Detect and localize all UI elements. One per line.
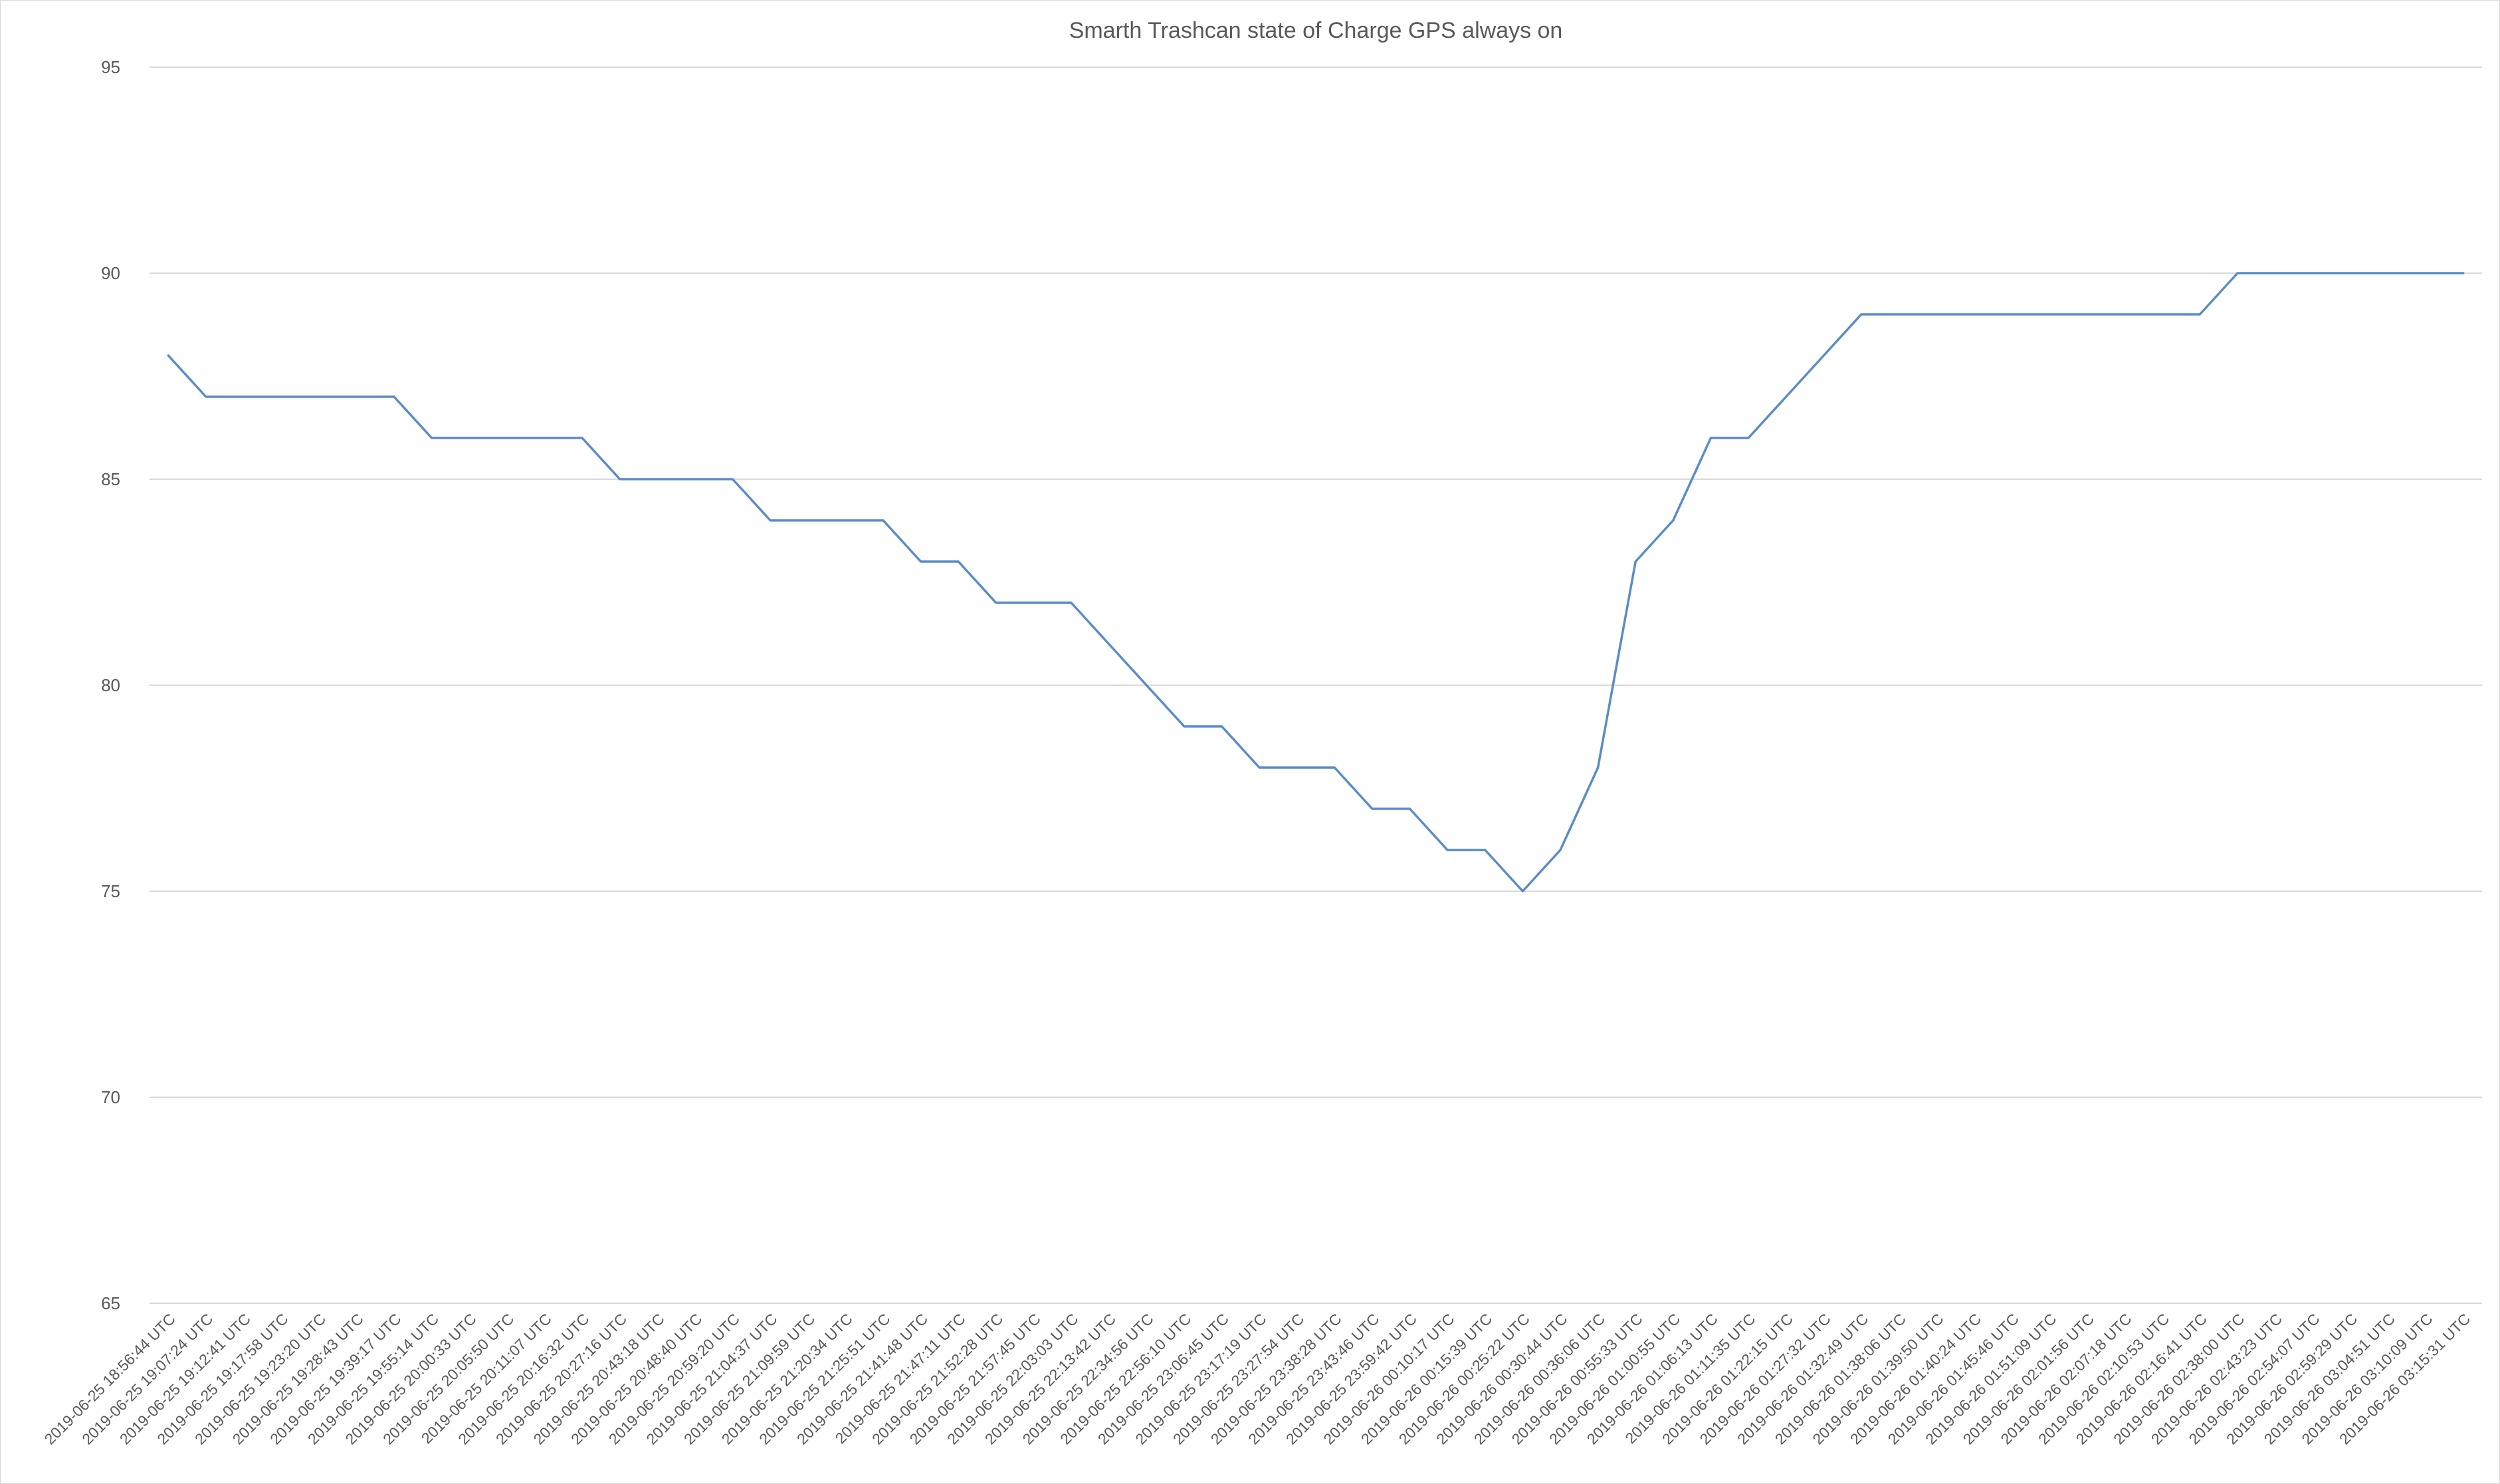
y-tick-label: 90 <box>101 263 120 283</box>
series-layer <box>167 272 2465 893</box>
gridlines <box>150 66 2482 1304</box>
y-tick-label: 70 <box>101 1087 120 1107</box>
y-tick-label: 65 <box>101 1293 120 1313</box>
y-axis-tick-labels: 65 70 75 80 85 90 95 <box>101 57 120 1313</box>
y-tick-label: 75 <box>101 881 120 901</box>
y-tick-label: 80 <box>101 675 120 695</box>
y-tick-label: 85 <box>101 469 120 489</box>
y-tick-label: 95 <box>101 57 120 77</box>
series-line-0 <box>167 272 2465 893</box>
chart-title: Smarth Trashcan state of Charge GPS alwa… <box>1069 18 1563 43</box>
